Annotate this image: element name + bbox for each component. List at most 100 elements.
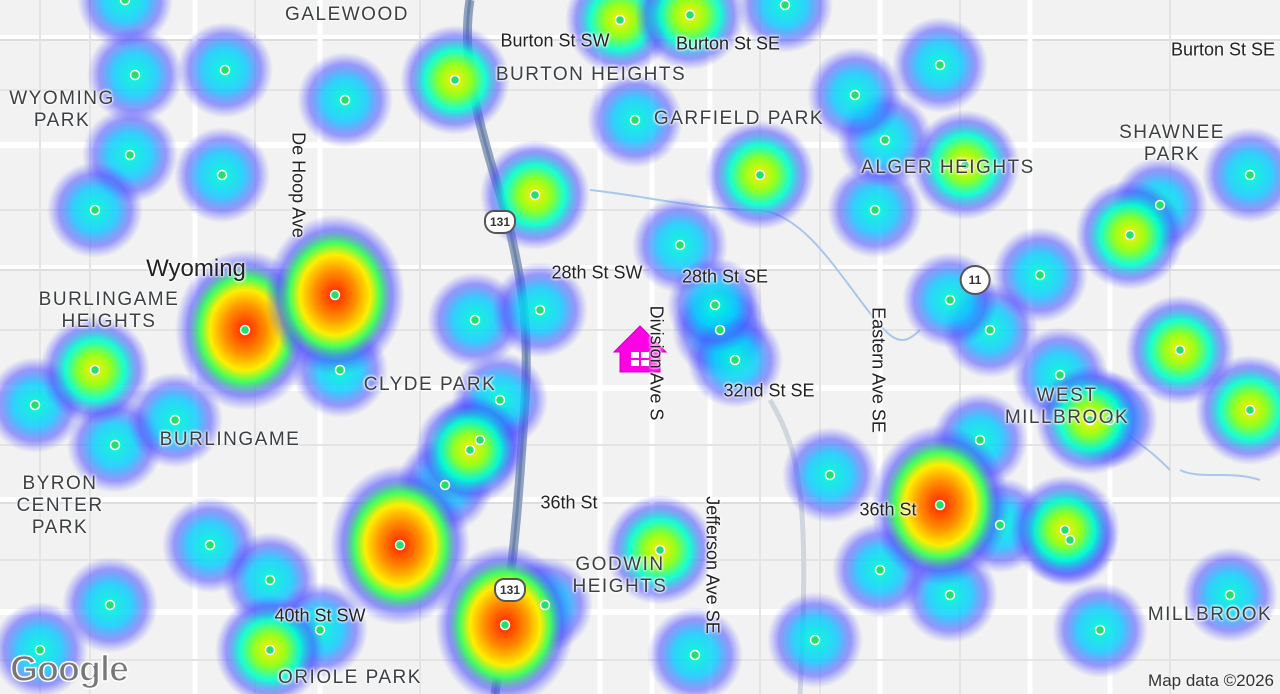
place-label: BURTON HEIGHTS bbox=[495, 64, 687, 85]
sample-dot bbox=[474, 434, 486, 446]
sample-dot bbox=[204, 539, 216, 551]
sample-dot bbox=[494, 394, 506, 406]
sample-dot bbox=[124, 149, 136, 161]
highway-shield: 131 bbox=[483, 210, 517, 234]
sample-dot bbox=[1064, 534, 1076, 546]
place-label: BYRON CENTER PARK bbox=[16, 473, 104, 538]
attribution[interactable]: Map data ©2026 bbox=[1148, 671, 1274, 690]
place-label: ORIOLE PARK bbox=[278, 667, 422, 688]
sample-dot bbox=[709, 299, 721, 311]
place-label: CLYDE PARK bbox=[363, 374, 497, 395]
heat-spot bbox=[435, 544, 575, 694]
sample-dot bbox=[754, 169, 766, 181]
sample-dot bbox=[849, 89, 861, 101]
sample-dot bbox=[539, 599, 551, 611]
sample-dot bbox=[329, 289, 341, 301]
sample-dot bbox=[129, 69, 141, 81]
sample-dot bbox=[264, 644, 276, 656]
sample-dot bbox=[216, 169, 228, 181]
sample-dot bbox=[1124, 229, 1136, 241]
sample-dot bbox=[239, 324, 251, 336]
sample-dot bbox=[1244, 404, 1256, 416]
street-label: Burton St SW bbox=[500, 30, 610, 51]
logo: Google bbox=[9, 647, 130, 690]
street-label: 32nd St SE bbox=[723, 380, 815, 401]
street-label: 36th St bbox=[540, 492, 598, 513]
sample-dot bbox=[779, 0, 791, 11]
sample-dot bbox=[654, 544, 666, 556]
place-label: BURLINGAME bbox=[159, 429, 301, 450]
street-label: 36th St bbox=[859, 499, 917, 520]
sample-dot bbox=[89, 364, 101, 376]
street-label: De Hoop Ave bbox=[288, 132, 309, 238]
highway-shield: 131 bbox=[493, 578, 527, 602]
place-label: SHAWNEE PARK bbox=[1119, 122, 1225, 165]
sample-dot bbox=[934, 59, 946, 71]
sample-dot bbox=[169, 414, 181, 426]
sample-dot bbox=[104, 599, 116, 611]
sample-dot bbox=[219, 64, 231, 76]
sample-dot bbox=[959, 159, 971, 171]
sample-dot bbox=[314, 624, 326, 636]
sample-dot bbox=[34, 644, 46, 656]
sample-dot bbox=[529, 189, 541, 201]
street-label: Burton St SE bbox=[675, 33, 781, 54]
sample-dot bbox=[984, 324, 996, 336]
place-label: MILLBROOK bbox=[1147, 604, 1273, 625]
sample-dot bbox=[464, 444, 476, 456]
city-label: Wyoming bbox=[146, 255, 246, 282]
heat-spot bbox=[635, 0, 745, 70]
sample-dot bbox=[1244, 169, 1256, 181]
sample-dot bbox=[449, 74, 461, 86]
sample-dot bbox=[714, 324, 726, 336]
sample-dot bbox=[469, 314, 481, 326]
highway-shield: 11 bbox=[959, 265, 991, 295]
sample-dot bbox=[934, 499, 946, 511]
sample-dot bbox=[534, 304, 546, 316]
sample-dot bbox=[29, 399, 41, 411]
sample-dot bbox=[1084, 414, 1096, 426]
place-label: WEST MILLBROOK bbox=[1004, 385, 1130, 428]
street-label: Jefferson Ave SE bbox=[702, 496, 723, 634]
street-label: Burton St SE bbox=[1170, 39, 1276, 60]
sample-dot bbox=[1059, 524, 1071, 536]
sample-dot bbox=[1094, 624, 1106, 636]
sample-dot bbox=[944, 294, 956, 306]
place-label: BURLINGAME HEIGHTS bbox=[38, 289, 180, 332]
sample-dot bbox=[109, 439, 121, 451]
sample-dot bbox=[729, 354, 741, 366]
sample-dot bbox=[1224, 589, 1236, 601]
place-label: GARFIELD PARK bbox=[653, 108, 825, 129]
sample-dot bbox=[499, 619, 511, 631]
sample-dot bbox=[1174, 344, 1186, 356]
sample-dot bbox=[119, 0, 131, 6]
sample-dot bbox=[689, 649, 701, 661]
sample-dot bbox=[684, 9, 696, 21]
sample-dot bbox=[614, 14, 626, 26]
sample-dot bbox=[1054, 369, 1066, 381]
street-label: Eastern Ave SE bbox=[868, 307, 889, 433]
sample-dot bbox=[89, 204, 101, 216]
sample-dot bbox=[394, 539, 406, 551]
street-label: 40th St SW bbox=[274, 605, 366, 626]
sample-dot bbox=[874, 564, 886, 576]
place-label: WYOMING PARK bbox=[9, 88, 115, 131]
sample-dot bbox=[439, 479, 451, 491]
sample-dot bbox=[1154, 199, 1166, 211]
sample-dot bbox=[1104, 414, 1116, 426]
heat-spot bbox=[215, 595, 325, 694]
sample-dot bbox=[334, 364, 346, 376]
sample-dot bbox=[339, 94, 351, 106]
street-label: Division Ave S bbox=[646, 305, 667, 421]
heat-spot bbox=[737, 0, 833, 53]
sample-dot bbox=[944, 589, 956, 601]
sample-dot bbox=[824, 469, 836, 481]
sample-dot bbox=[994, 519, 1006, 531]
sample-dot bbox=[974, 434, 986, 446]
sample-dot bbox=[809, 634, 821, 646]
sample-dot bbox=[869, 204, 881, 216]
sample-dot bbox=[264, 574, 276, 586]
